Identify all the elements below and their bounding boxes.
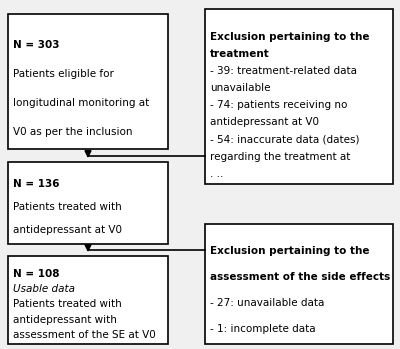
Text: - 74: patients receiving no: - 74: patients receiving no — [210, 100, 347, 110]
Bar — [8, 256, 168, 344]
Bar — [205, 9, 393, 184]
Text: - 1: incomplete data: - 1: incomplete data — [210, 324, 316, 334]
Text: longitudinal monitoring at: longitudinal monitoring at — [13, 98, 149, 108]
Text: unavailable: unavailable — [210, 83, 270, 93]
Text: Patients treated with: Patients treated with — [13, 202, 122, 212]
Bar — [205, 224, 393, 344]
Text: regarding the treatment at: regarding the treatment at — [210, 151, 350, 162]
Text: Exclusion pertaining to the: Exclusion pertaining to the — [210, 246, 370, 257]
Text: antidepressant at V0: antidepressant at V0 — [210, 117, 319, 127]
Text: N = 303: N = 303 — [13, 40, 60, 50]
Text: - 27: unavailable data: - 27: unavailable data — [210, 298, 324, 308]
Text: Usable data: Usable data — [13, 284, 75, 294]
Text: V0 as per the inclusion: V0 as per the inclusion — [13, 127, 132, 137]
Text: Patients eligible for: Patients eligible for — [13, 69, 114, 79]
Text: antidepressant at V0: antidepressant at V0 — [13, 225, 122, 235]
Text: N = 136: N = 136 — [13, 179, 60, 189]
Text: - 54: inaccurate data (dates): - 54: inaccurate data (dates) — [210, 134, 360, 144]
Text: assessment of the SE at V0: assessment of the SE at V0 — [13, 330, 156, 340]
Bar — [8, 162, 168, 244]
Text: treatment: treatment — [210, 49, 270, 59]
Text: . ..: . .. — [210, 169, 223, 179]
Text: - 39: treatment-related data: - 39: treatment-related data — [210, 66, 357, 76]
Bar — [8, 14, 168, 149]
Text: Exclusion pertaining to the: Exclusion pertaining to the — [210, 32, 370, 42]
Text: N = 108: N = 108 — [13, 269, 60, 279]
Text: Patients treated with: Patients treated with — [13, 299, 122, 310]
Text: assessment of the side effects: assessment of the side effects — [210, 272, 390, 282]
Text: antidepressant with: antidepressant with — [13, 315, 117, 325]
